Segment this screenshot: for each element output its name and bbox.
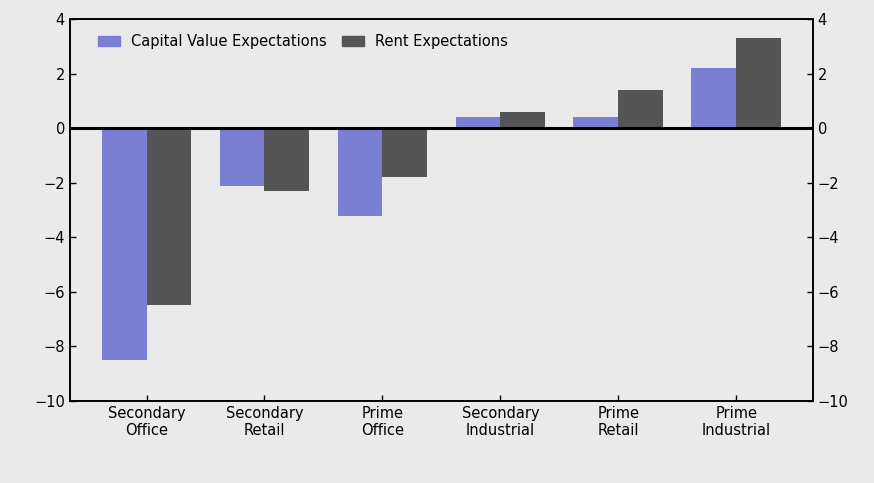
Bar	[618, 90, 663, 128]
Bar	[573, 117, 618, 128]
Bar	[219, 128, 265, 185]
Legend: Capital Value Expectations, Rent Expectations: Capital Value Expectations, Rent Expecta…	[92, 28, 514, 55]
Bar	[147, 128, 191, 306]
Bar	[383, 128, 427, 177]
Bar	[736, 39, 781, 128]
Bar	[455, 117, 500, 128]
Bar	[265, 128, 309, 191]
Bar	[500, 112, 545, 128]
Bar	[691, 69, 736, 128]
Bar	[337, 128, 383, 215]
Bar	[101, 128, 147, 360]
